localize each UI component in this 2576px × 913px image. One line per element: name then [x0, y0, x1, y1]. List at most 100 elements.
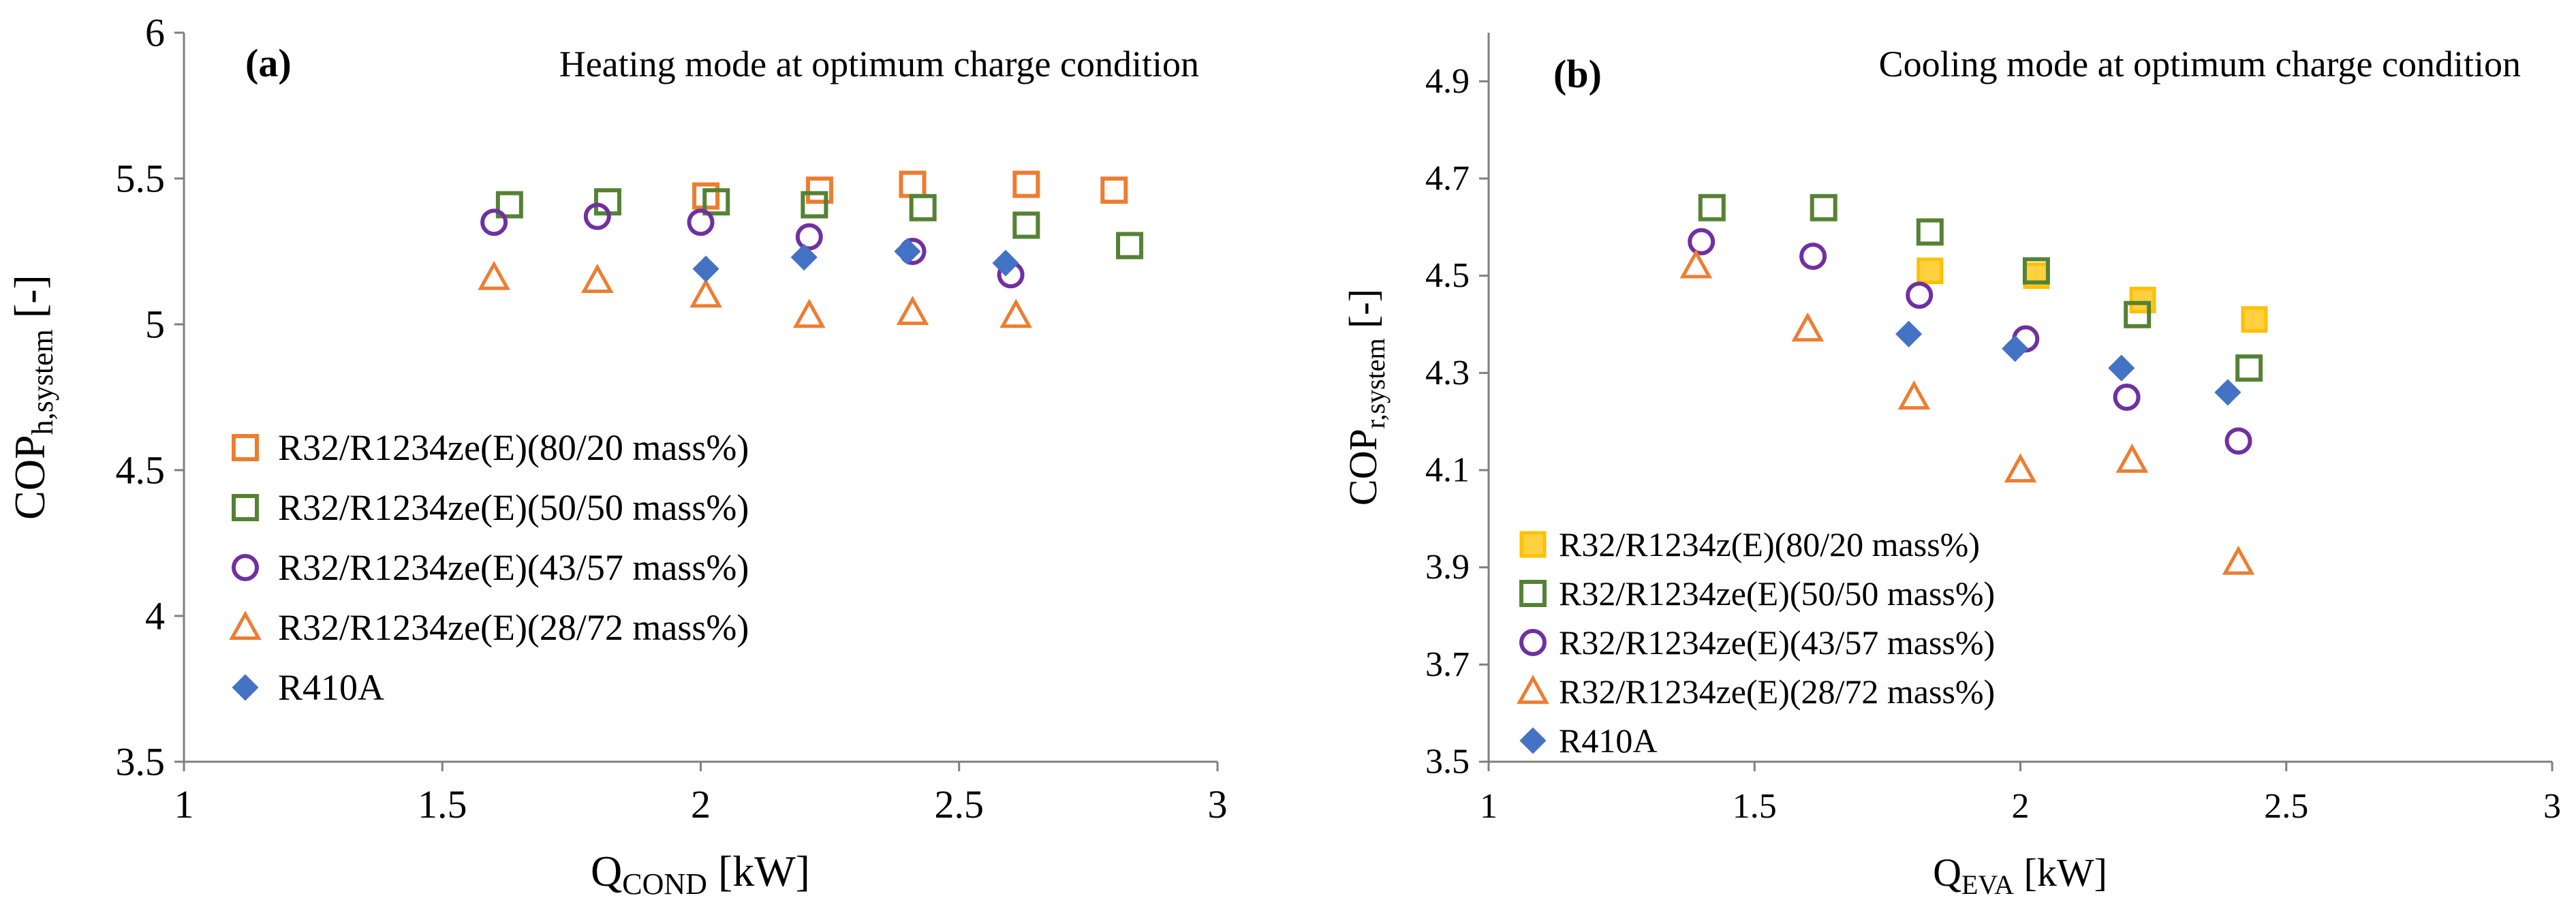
- data-point: [2214, 379, 2241, 406]
- data-point: [702, 188, 730, 216]
- data-point: [1897, 380, 1931, 410]
- data-point: [2124, 300, 2152, 328]
- data-point: [1799, 243, 1827, 270]
- legend-marker: [232, 434, 259, 461]
- x-axis-title: QCOND [kW]: [591, 847, 810, 901]
- chart-title: Heating mode at optimum charge condition: [559, 44, 1199, 84]
- data-point: [2115, 444, 2149, 473]
- data-point: [894, 238, 921, 265]
- data-point: [792, 298, 826, 328]
- series-2: [1698, 194, 2263, 382]
- data-point: [805, 176, 833, 204]
- legend-marker: [1519, 580, 1547, 607]
- legend-marker: [1519, 531, 1547, 558]
- data-point: [992, 249, 1019, 277]
- data-point: [2108, 354, 2135, 382]
- legend: R32/R1234z(E)(80/20 mass%) R32/R1234ze(E)…: [1517, 525, 1995, 760]
- data-point: [896, 296, 929, 326]
- data-point: [687, 208, 715, 236]
- data-point: [790, 244, 818, 271]
- data-point: [999, 298, 1032, 328]
- y-axis-title: COPr,system [-]: [1341, 289, 1391, 506]
- legend-label: R32/R1234ze(E)(28/72 mass%): [278, 607, 749, 648]
- legend: R32/R1234ze(E)(80/20 mass%) R32/R1234ze(E…: [229, 427, 749, 708]
- legend-label: R410A: [1559, 722, 1657, 760]
- legend-marker: [1517, 675, 1549, 705]
- y-tick-label: 5: [145, 303, 165, 347]
- data-point: [1917, 258, 1944, 285]
- data-point: [909, 194, 937, 221]
- y-tick-label: 3.9: [1425, 548, 1470, 587]
- y-tick-label: 4.5: [1425, 256, 1470, 295]
- y-tick-label: 4.7: [1425, 159, 1470, 198]
- x-tick-label: 1: [1480, 787, 1498, 826]
- y-tick-label: 5.5: [116, 157, 166, 201]
- chart-panel-b: 3.5 3.7 3.9 4.1 4.3 4.5 4.7 4.9 1 1.5 2 2.5 3 COPr,sy…: [1341, 33, 2561, 900]
- data-point: [1810, 194, 1837, 221]
- legend-marker: [229, 610, 262, 640]
- data-point: [2235, 354, 2263, 382]
- data-point: [2022, 257, 2050, 285]
- legend-marker: [232, 554, 259, 581]
- x-tick-label: 2.5: [935, 782, 984, 826]
- legend-label: R32/R1234ze(E)(50/50 mass%): [1559, 574, 1995, 613]
- y-tick-label: 3.5: [1425, 743, 1470, 782]
- chart-title: Cooling mode at optimum charge condition: [1879, 44, 2521, 84]
- data-point: [1895, 320, 1923, 347]
- legend-label: R32/R1234z(E)(80/20 mass%): [1559, 525, 1980, 563]
- series-2: [495, 188, 1144, 260]
- data-point: [2129, 286, 2156, 313]
- chart-panel-a: 3.5 4 4.5 5 5.5 6 1 1.5 2 2.5 3 COPh,system [-] QCON…: [5, 11, 1228, 901]
- series-5: [1895, 320, 2241, 406]
- data-point: [581, 264, 614, 293]
- legend-marker: [232, 494, 259, 521]
- panel-label: (b): [1553, 52, 1602, 96]
- legend-marker: [1519, 727, 1547, 754]
- data-point: [1116, 232, 1144, 260]
- data-point: [583, 202, 611, 230]
- x-tick-label: 2: [691, 782, 711, 826]
- data-point: [689, 278, 722, 308]
- y-tick-label: 4.5: [116, 448, 166, 493]
- series-4: [1679, 249, 2255, 575]
- y-tick-label: 4: [145, 594, 165, 638]
- x-axis-title: QEVA [kW]: [1933, 850, 2107, 900]
- y-tick-label: 4.9: [1425, 62, 1470, 101]
- x-tick-label: 1.5: [1733, 787, 1777, 826]
- series-4: [478, 260, 1032, 328]
- legend-marker: [1519, 629, 1547, 656]
- data-point: [1679, 249, 1713, 279]
- data-point: [1012, 170, 1040, 198]
- data-point: [1916, 218, 1944, 246]
- data-point: [2241, 306, 2268, 333]
- data-point: [692, 256, 719, 283]
- data-point: [2002, 335, 2029, 362]
- data-point: [1012, 211, 1040, 239]
- x-tick-label: 1.5: [418, 782, 467, 826]
- data-point: [478, 260, 510, 290]
- data-point: [1100, 176, 1128, 204]
- y-tick-label: 4.3: [1425, 354, 1470, 392]
- data-point: [2113, 384, 2141, 411]
- data-point: [2222, 545, 2255, 575]
- x-tick-label: 2: [2012, 787, 2030, 826]
- x-tick-label: 3: [1208, 782, 1228, 826]
- y-tick-label: 6: [145, 11, 165, 55]
- series-5: [692, 238, 1019, 283]
- legend-label: R32/R1234ze(E)(50/50 mass%): [278, 487, 749, 528]
- data-point: [2224, 427, 2252, 455]
- data-point: [495, 191, 523, 219]
- legend-label: R32/R1234ze(E)(43/57 mass%): [278, 547, 749, 588]
- y-tick-label: 3.7: [1425, 645, 1470, 684]
- data-point: [795, 223, 823, 251]
- data-point: [1906, 281, 1934, 309]
- y-tick-label: 3.5: [116, 740, 166, 784]
- x-tick-label: 3: [2543, 787, 2561, 826]
- data-point: [801, 191, 828, 219]
- legend-label: R410A: [278, 667, 384, 708]
- data-point: [1698, 194, 1726, 221]
- panel-label: (a): [245, 41, 292, 85]
- data-point: [1791, 312, 1825, 342]
- y-tick-label: 4.1: [1425, 451, 1470, 490]
